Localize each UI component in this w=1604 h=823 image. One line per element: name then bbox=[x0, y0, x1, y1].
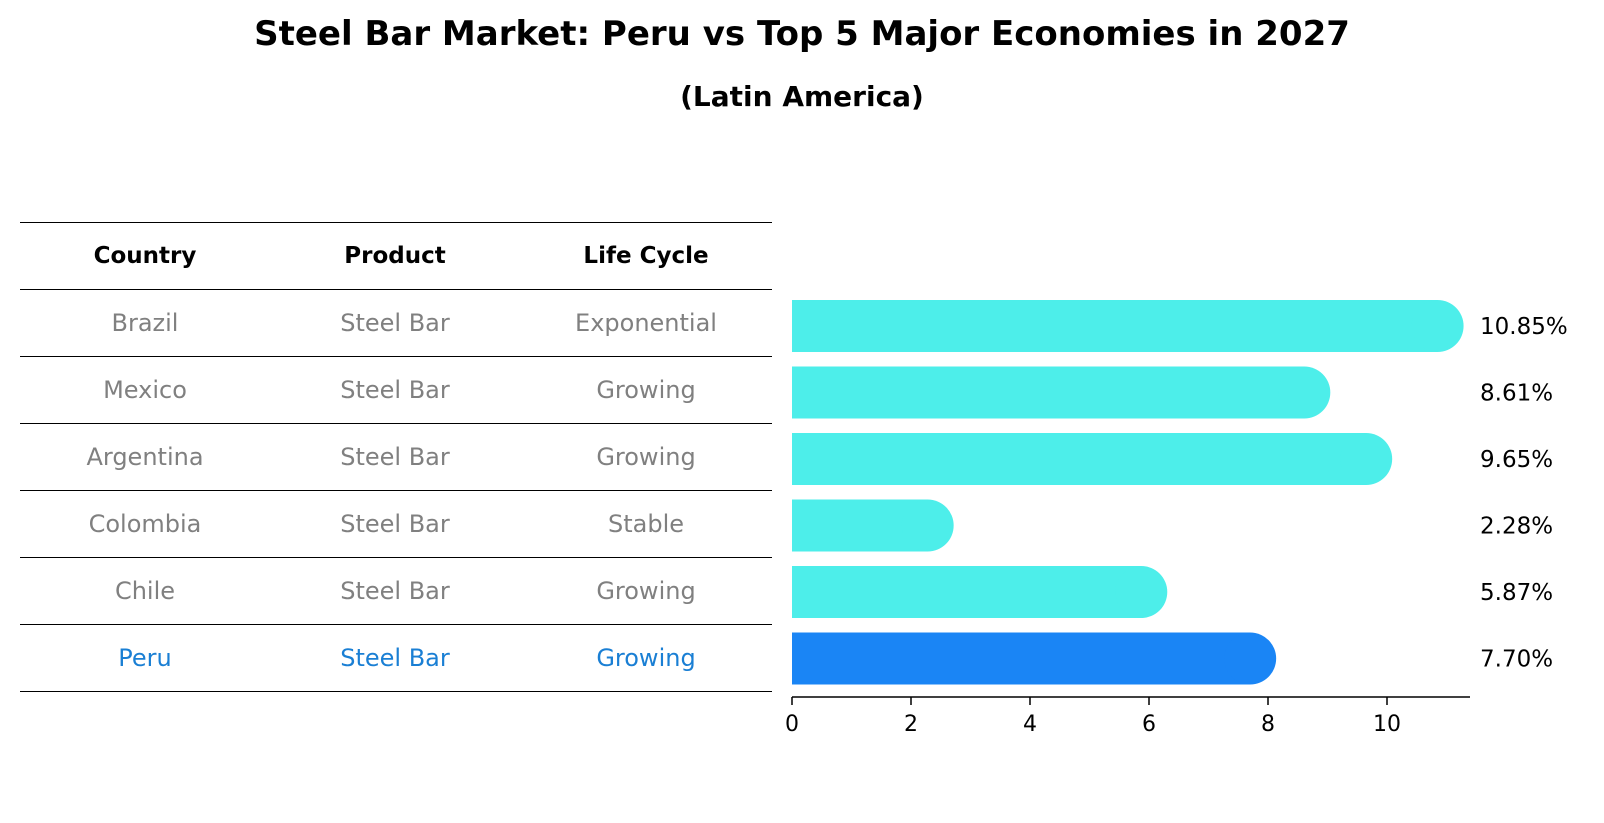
value-label: 10.85% bbox=[1480, 314, 1568, 340]
bar bbox=[792, 433, 1367, 485]
value-label: 9.65% bbox=[1480, 447, 1553, 473]
cell-product: Steel Bar bbox=[340, 443, 450, 471]
table-header-row: Country Product Life Cycle bbox=[20, 222, 772, 289]
cell-product: Steel Bar bbox=[340, 510, 450, 538]
cell-country: Peru bbox=[118, 644, 172, 672]
bar-cap bbox=[1224, 632, 1277, 685]
table-row: Colombia Steel Bar Stable bbox=[20, 490, 772, 557]
bar-cap bbox=[1278, 366, 1331, 419]
header-country: Country bbox=[93, 243, 197, 269]
cell-product: Steel Bar bbox=[340, 644, 450, 672]
header-life-cycle: Life Cycle bbox=[583, 243, 709, 269]
cell-life-cycle: Growing bbox=[596, 443, 696, 471]
cell-country: Mexico bbox=[103, 376, 187, 404]
cell-country: Colombia bbox=[88, 510, 202, 538]
x-tick-label: 8 bbox=[1261, 712, 1275, 737]
x-tick-label: 2 bbox=[904, 712, 918, 737]
x-tick-label: 10 bbox=[1373, 712, 1401, 737]
x-tick-label: 6 bbox=[1142, 712, 1156, 737]
cell-country: Argentina bbox=[86, 443, 204, 471]
bar-cap bbox=[1340, 433, 1393, 485]
table-row-highlighted: Peru Steel Bar Growing bbox=[20, 624, 772, 692]
table-row: Brazil Steel Bar Exponential bbox=[20, 289, 772, 356]
cell-life-cycle: Stable bbox=[607, 510, 685, 538]
cell-life-cycle: Exponential bbox=[575, 309, 717, 337]
bar bbox=[792, 300, 1438, 352]
x-tick-label: 4 bbox=[1023, 712, 1037, 737]
table-row: Chile Steel Bar Growing bbox=[20, 557, 772, 624]
table-row: Mexico Steel Bar Growing bbox=[20, 356, 772, 423]
bar-cap bbox=[1411, 300, 1464, 352]
header-product: Product bbox=[344, 243, 446, 269]
cell-product: Steel Bar bbox=[340, 309, 450, 337]
chart-title: Steel Bar Market: Peru vs Top 5 Major Ec… bbox=[254, 14, 1350, 54]
cell-life-cycle: Growing bbox=[596, 577, 696, 605]
bar bbox=[792, 566, 1142, 618]
cell-country: Chile bbox=[114, 577, 176, 605]
cell-country: Brazil bbox=[111, 309, 179, 337]
cell-life-cycle: Growing bbox=[596, 376, 696, 404]
cell-product: Steel Bar bbox=[340, 376, 450, 404]
x-tick-label: 0 bbox=[785, 712, 799, 737]
bar bbox=[792, 366, 1305, 419]
value-label: 2.28% bbox=[1480, 514, 1553, 540]
bar-cap bbox=[1115, 566, 1168, 618]
value-label: 5.87% bbox=[1480, 580, 1553, 606]
value-label: 8.61% bbox=[1480, 381, 1553, 407]
table-row: Argentina Steel Bar Growing bbox=[20, 423, 772, 490]
bar bbox=[792, 632, 1251, 685]
cell-product: Steel Bar bbox=[340, 577, 450, 605]
cell-life-cycle: Growing bbox=[596, 644, 696, 672]
bar-cap bbox=[901, 499, 954, 552]
country-table: Country Product Life Cycle Brazil Steel … bbox=[20, 222, 772, 692]
value-label: 7.70% bbox=[1480, 647, 1553, 673]
chart-subtitle: (Latin America) bbox=[680, 80, 924, 113]
